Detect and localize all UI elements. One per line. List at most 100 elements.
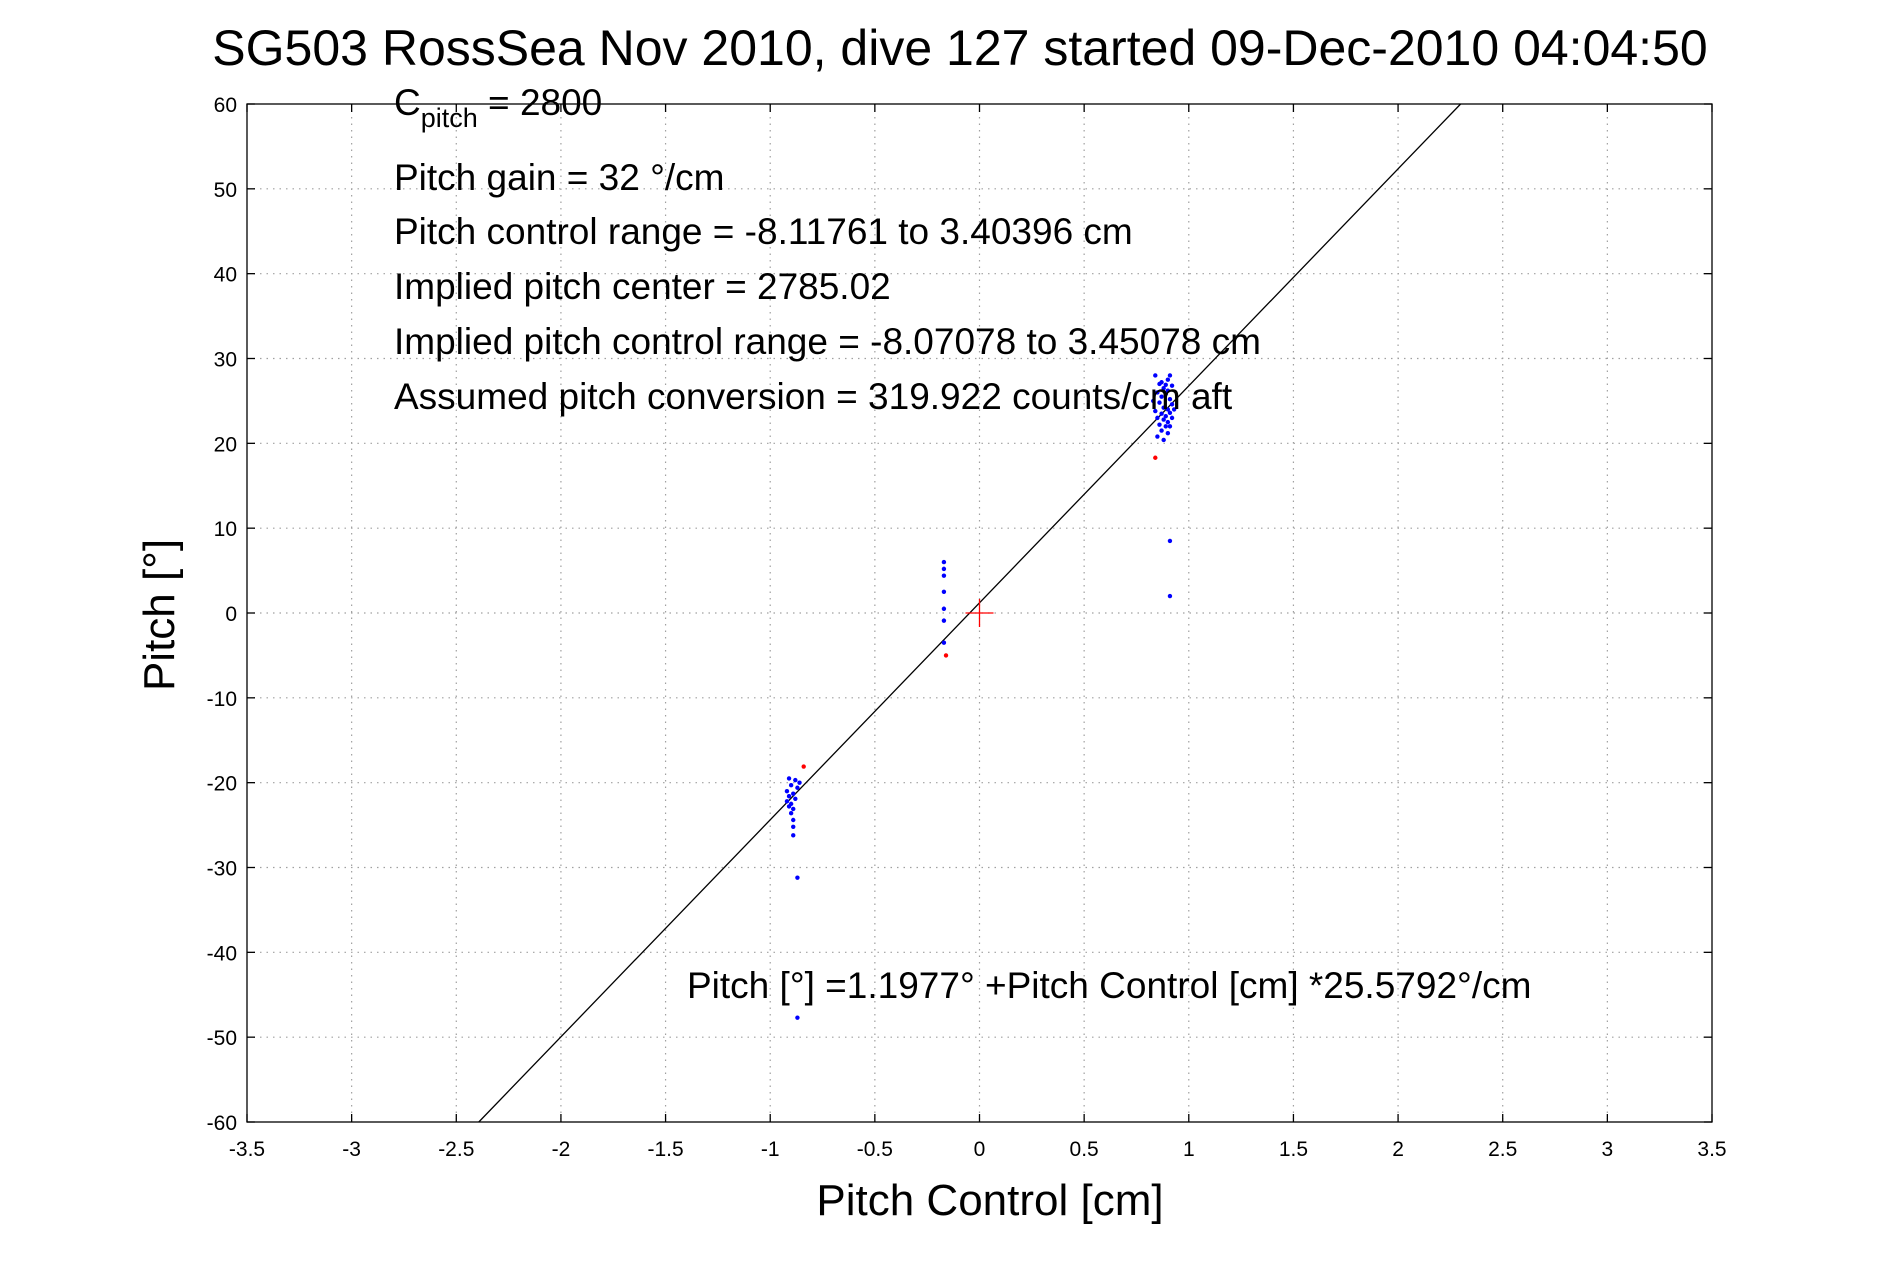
data-point [791, 791, 796, 796]
y-tick-label: -30 [207, 858, 237, 881]
data-point [1159, 411, 1164, 416]
data-point [797, 780, 802, 785]
x-tick-labels: -3.5 -3 -2.5 -2 -1.5 -1 -0.5 0 0.5 1 1.5 2 2.5 3 3.5 [229, 1138, 1727, 1161]
data-point [941, 618, 947, 623]
data-point [1165, 388, 1171, 393]
x-tick-label: 3.5 [1697, 1138, 1726, 1161]
data-point [786, 794, 792, 799]
y-tick-label: -50 [207, 1027, 237, 1050]
data-point [784, 788, 790, 794]
y-tick-label: 0 [225, 603, 237, 626]
x-tick-label: 1 [1183, 1138, 1195, 1161]
data-point [941, 606, 947, 611]
annotation-fit-equation: Pitch [°] =1.1977° +Pitch Control [cm] *… [687, 965, 1531, 1006]
data-point [1167, 410, 1173, 415]
data-point [1167, 424, 1173, 429]
data-point [1153, 373, 1158, 378]
data-point [1161, 437, 1166, 443]
annotation-pitch-gain: Pitch gain = 32 °/cm [394, 157, 725, 198]
annotation-c-pitch-subscript: pitch [421, 103, 478, 133]
data-point [943, 653, 949, 658]
data-point [1169, 415, 1175, 421]
tick-marks [246, 103, 1713, 1123]
annotation-implied-pitch-center: Implied pitch center = 2785.02 [394, 266, 891, 307]
y-tick-label: 60 [214, 94, 237, 117]
x-tick-label: 0.5 [1070, 1138, 1099, 1161]
y-tick-label: -10 [207, 688, 237, 711]
data-point [795, 785, 800, 790]
data-point [941, 566, 947, 572]
data-point [1157, 422, 1162, 427]
data-point [1169, 402, 1175, 407]
data-point [1167, 593, 1173, 599]
x-tick-label: -0.5 [857, 1138, 893, 1161]
y-tick-label: 20 [214, 433, 237, 456]
y-tick-labels: -60 -50 -40 -30 -20 -10 0 10 20 30 40 50 60 [207, 94, 237, 1135]
data-point [941, 573, 947, 578]
data-point [786, 776, 792, 781]
data-point [1153, 408, 1158, 414]
data-point [784, 799, 790, 804]
annotation-pitch-control-range: Pitch control range = -8.11761 to 3.4039… [394, 211, 1133, 252]
data-point [791, 824, 796, 829]
x-tick-label: 0 [974, 1138, 986, 1161]
data-point [795, 1015, 800, 1020]
data-point [1161, 417, 1166, 422]
data-point [1155, 415, 1160, 421]
data-point [1167, 373, 1173, 378]
data-point [788, 811, 794, 816]
x-tick-label: 3 [1602, 1138, 1614, 1161]
data-point [1163, 424, 1168, 429]
x-tick-label: -1.5 [647, 1138, 683, 1161]
x-tick-label: 2 [1392, 1138, 1404, 1161]
y-tick-label: -60 [207, 1112, 237, 1135]
data-point [791, 806, 796, 812]
y-axis-label: Pitch [°] [135, 539, 184, 691]
center-marker [965, 599, 994, 627]
data-point [1151, 398, 1156, 404]
y-tick-label: 50 [214, 179, 237, 202]
data-point [1157, 400, 1162, 405]
data-point [788, 783, 794, 788]
data-point [793, 796, 798, 801]
data-point [1163, 413, 1168, 419]
chart-title: SG503 RossSea Nov 2010, dive 127 started… [212, 20, 1707, 76]
data-point [795, 875, 800, 880]
x-axis-label: Pitch Control [cm] [816, 1176, 1163, 1225]
data-point [1163, 382, 1168, 387]
data-point [791, 817, 796, 823]
data-point [1165, 407, 1171, 412]
data-point [1165, 419, 1171, 425]
x-tick-label: -2.5 [438, 1138, 474, 1161]
data-point [1163, 391, 1168, 397]
data-point [941, 640, 947, 645]
grid [247, 104, 1712, 1122]
y-tick-label: 30 [214, 349, 237, 372]
x-tick-label: -1 [761, 1138, 780, 1161]
x-tick-label: 2.5 [1488, 1138, 1517, 1161]
data-point [1159, 380, 1164, 385]
data-point [1155, 434, 1160, 439]
data-point [791, 833, 796, 838]
data-point [1165, 377, 1171, 382]
y-tick-label: 10 [214, 518, 237, 541]
data-point [941, 559, 947, 565]
data-point [786, 804, 792, 809]
data-point [1165, 430, 1171, 436]
data-point [1159, 394, 1164, 399]
data-point [1167, 538, 1173, 544]
x-tick-label: -2 [552, 1138, 571, 1161]
x-tick-label: 1.5 [1279, 1138, 1308, 1161]
data-point [1167, 397, 1173, 402]
y-tick-label: 40 [214, 264, 237, 287]
data-point [1169, 383, 1175, 388]
data-point [1153, 455, 1158, 460]
data-point [1171, 407, 1177, 412]
annotation-c-pitch-value: = 2800 [478, 82, 602, 123]
data-point [941, 589, 947, 594]
data-point [793, 777, 798, 783]
data-point [1161, 385, 1166, 391]
data-point [801, 764, 806, 769]
y-tick-label: -20 [207, 773, 237, 796]
